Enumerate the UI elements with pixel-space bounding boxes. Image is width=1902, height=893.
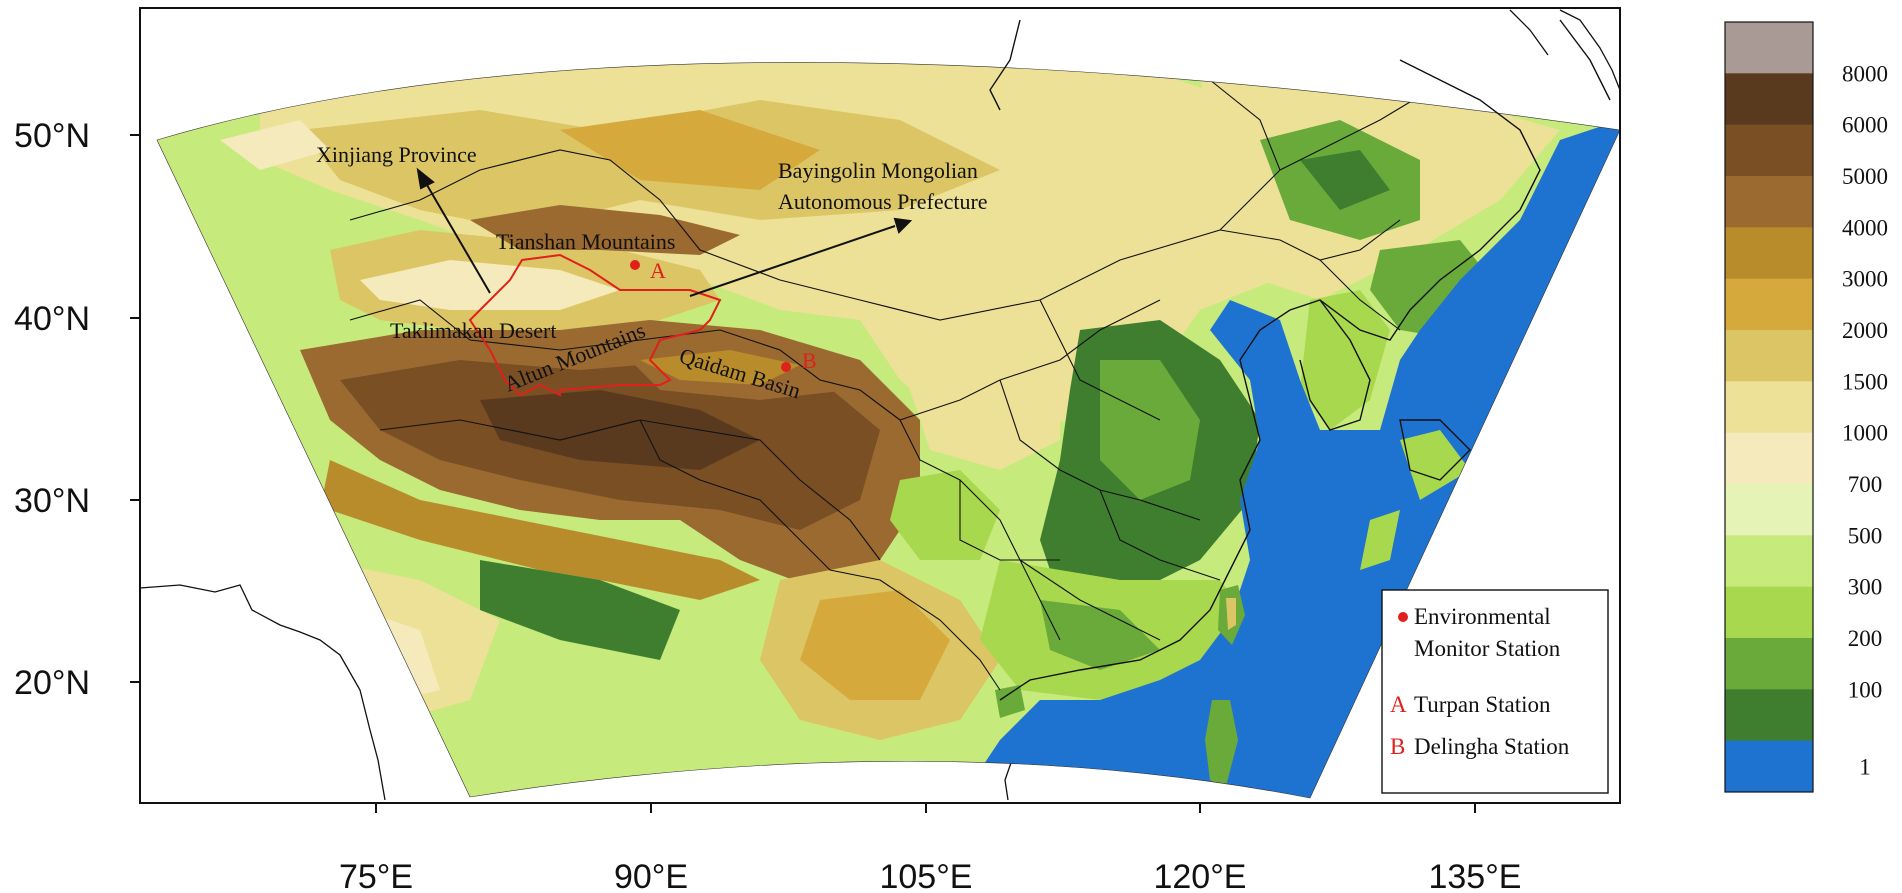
colorbar-label: 1 — [1859, 754, 1871, 779]
station-b-marker — [781, 362, 791, 372]
colorbar-swatch — [1725, 278, 1813, 331]
colorbar-swatch — [1725, 227, 1813, 280]
label-bayingolin-1: Bayingolin Mongolian — [778, 158, 978, 183]
colorbar-swatch — [1725, 381, 1813, 434]
colorbar-label: 500 — [1848, 523, 1883, 548]
label-tianshan: Tianshan Mountains — [496, 229, 675, 254]
label-taklimakan: Taklimakan Desert — [390, 318, 556, 343]
study-region-boundary — [468, 253, 722, 397]
colorbar-swatch — [1725, 124, 1813, 177]
axis-ticks — [130, 134, 1476, 813]
legend-station-dot — [1398, 612, 1408, 622]
province-boundaries — [349, 79, 1431, 691]
lon-label-75e: 75°E — [339, 858, 413, 893]
lon-label-120e: 120°E — [1153, 858, 1246, 893]
colorbar-label: 6000 — [1842, 113, 1888, 138]
lat-label-50n: 50°N — [14, 117, 90, 155]
colorbar-label: 700 — [1848, 472, 1883, 497]
colorbar-label: 2000 — [1842, 318, 1888, 343]
lon-label-90e: 90°E — [614, 858, 688, 893]
colorbar-label: 200 — [1848, 626, 1883, 651]
station-b-label: B — [802, 348, 817, 373]
colorbar-label: 1000 — [1842, 421, 1888, 446]
colorbar-label: 8000 — [1842, 61, 1888, 86]
colorbar-label: 300 — [1848, 575, 1883, 600]
lon-label-135e: 135°E — [1428, 858, 1521, 893]
colorbar-swatch — [1725, 689, 1813, 742]
colorbar-swatch — [1725, 330, 1813, 382]
colorbar-label: 100 — [1848, 677, 1883, 702]
label-xinjiang: Xinjiang Province — [316, 142, 477, 167]
colorbar-swatch — [1725, 586, 1813, 639]
station-a-label: A — [650, 258, 666, 283]
legend-env-line2: Monitor Station — [1414, 636, 1561, 661]
colorbar-swatch — [1725, 22, 1813, 74]
colorbar-swatch — [1725, 73, 1813, 126]
colorbar-label: 5000 — [1842, 164, 1888, 189]
lat-label-40n: 40°N — [14, 300, 90, 338]
colorbar-swatch — [1725, 740, 1813, 793]
station-a-marker — [630, 260, 640, 270]
colorbar-label: 4000 — [1842, 215, 1888, 240]
colorbar-label: 1500 — [1842, 369, 1888, 394]
coastlines — [989, 19, 1611, 701]
colorbar-swatch — [1725, 484, 1813, 536]
colorbar-swatch — [1725, 535, 1813, 588]
lon-label-105e: 105°E — [879, 858, 972, 893]
map-frame — [139, 7, 1621, 804]
elevation-colorbar: 8000 6000 5000 4000 3000 2000 1500 1000 700 500 30… — [1724, 21, 1888, 793]
lat-label-30n: 30°N — [14, 482, 90, 520]
label-bayingolin-2: Autonomous Prefecture — [778, 189, 988, 214]
legend-a-label: Turpan Station — [1414, 692, 1551, 717]
colorbar-swatch — [1725, 432, 1813, 485]
annotation-arrows — [416, 167, 913, 297]
colorbar-border — [1724, 21, 1814, 793]
outer-coastlines — [140, 9, 1620, 801]
colorbar-swatch — [1725, 638, 1813, 690]
legend-a-marker: A — [1390, 692, 1407, 717]
station-legend: Environmental Monitor Station A Turpan S… — [1381, 589, 1609, 794]
colorbar-label: 3000 — [1842, 267, 1888, 292]
lat-label-20n: 20°N — [14, 664, 90, 702]
legend-b-label: Delingha Station — [1414, 734, 1570, 759]
legend-env-line1: Environmental — [1414, 604, 1551, 629]
colorbar-swatch — [1725, 176, 1813, 228]
legend-b-marker: B — [1390, 734, 1405, 759]
